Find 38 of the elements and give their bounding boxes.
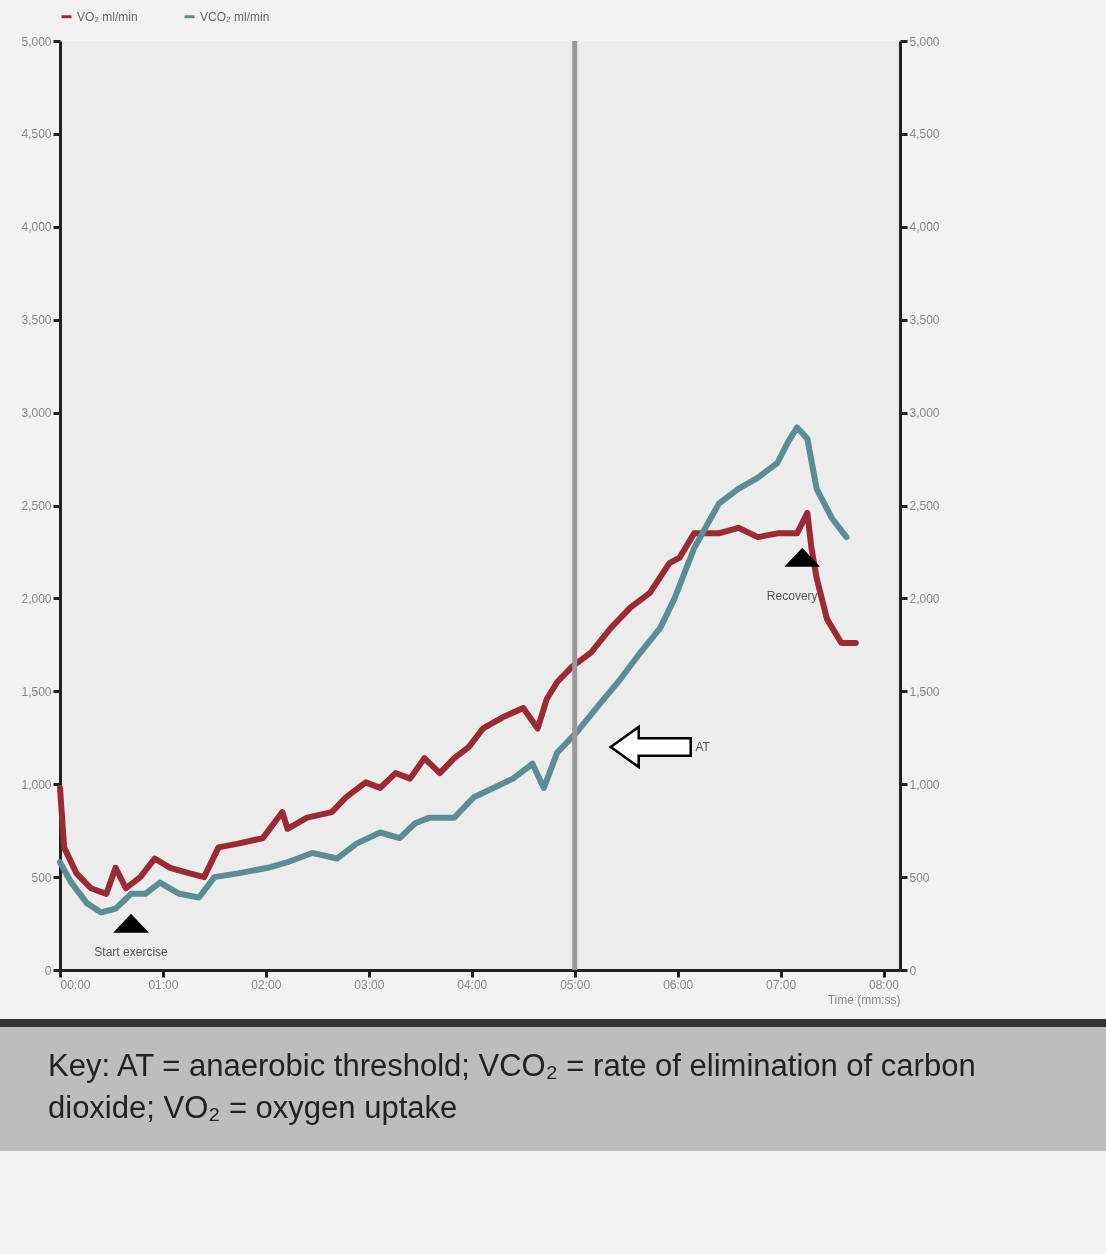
y-tick-label: 3,500: [21, 313, 52, 328]
x-tick-label: 05:00: [560, 977, 591, 992]
y2-tick-label: 3,500: [909, 313, 940, 328]
y2-tick-label: 3,000: [909, 406, 940, 421]
annotation: Start exercise: [94, 944, 169, 959]
x-tick-label: 00:00: [60, 977, 91, 992]
y-tick-label: 5,000: [21, 34, 52, 49]
y-tick-label: 4,500: [21, 127, 52, 142]
y-tick-label: 4,000: [21, 220, 52, 235]
x-tick-label: 06:00: [663, 977, 694, 992]
x-tick-label: 08:00: [869, 977, 900, 992]
annotation: Recovery: [766, 588, 818, 603]
y2-tick-label: 0: [909, 963, 917, 978]
annotation: AT: [695, 740, 711, 755]
y-tick-label: 2,000: [21, 591, 52, 606]
legend-label: VO₂ ml/min: [77, 9, 138, 24]
y-tick-label: 500: [31, 870, 52, 885]
x-axis-title: Time (mm:ss): [827, 992, 901, 1007]
y2-tick-label: 5,000: [909, 34, 940, 49]
y-tick-label: 1,000: [21, 777, 52, 792]
y-tick-label: 0: [44, 963, 52, 978]
y2-tick-label: 2,000: [909, 591, 940, 606]
y2-tick-label: 2,500: [909, 499, 940, 513]
y-tick-label: 3,000: [21, 406, 52, 421]
x-tick-label: 02:00: [251, 977, 282, 992]
text: Key: AT = anaerobic threshold; VCO₂ = rate of elimination of carbon dioxide; VO₂ = oxygen uptake: [0, 1019, 1106, 1151]
x-tick-label: 07:00: [766, 977, 797, 992]
y-tick-label: 2,500: [21, 499, 52, 513]
y2-tick-label: 1,000: [909, 777, 940, 792]
x-tick-label: 04:00: [457, 977, 488, 992]
y-tick-label: 1,500: [21, 684, 52, 699]
legend-label: VCO₂ ml/min: [200, 9, 270, 24]
x-tick-label: 01:00: [148, 977, 179, 992]
y2-tick-label: 4,000: [909, 220, 940, 235]
y2-tick-label: 4,500: [909, 127, 940, 142]
x-tick-label: 03:00: [354, 977, 385, 992]
y2-tick-label: 1,500: [909, 684, 940, 699]
y2-tick-label: 500: [909, 870, 930, 885]
